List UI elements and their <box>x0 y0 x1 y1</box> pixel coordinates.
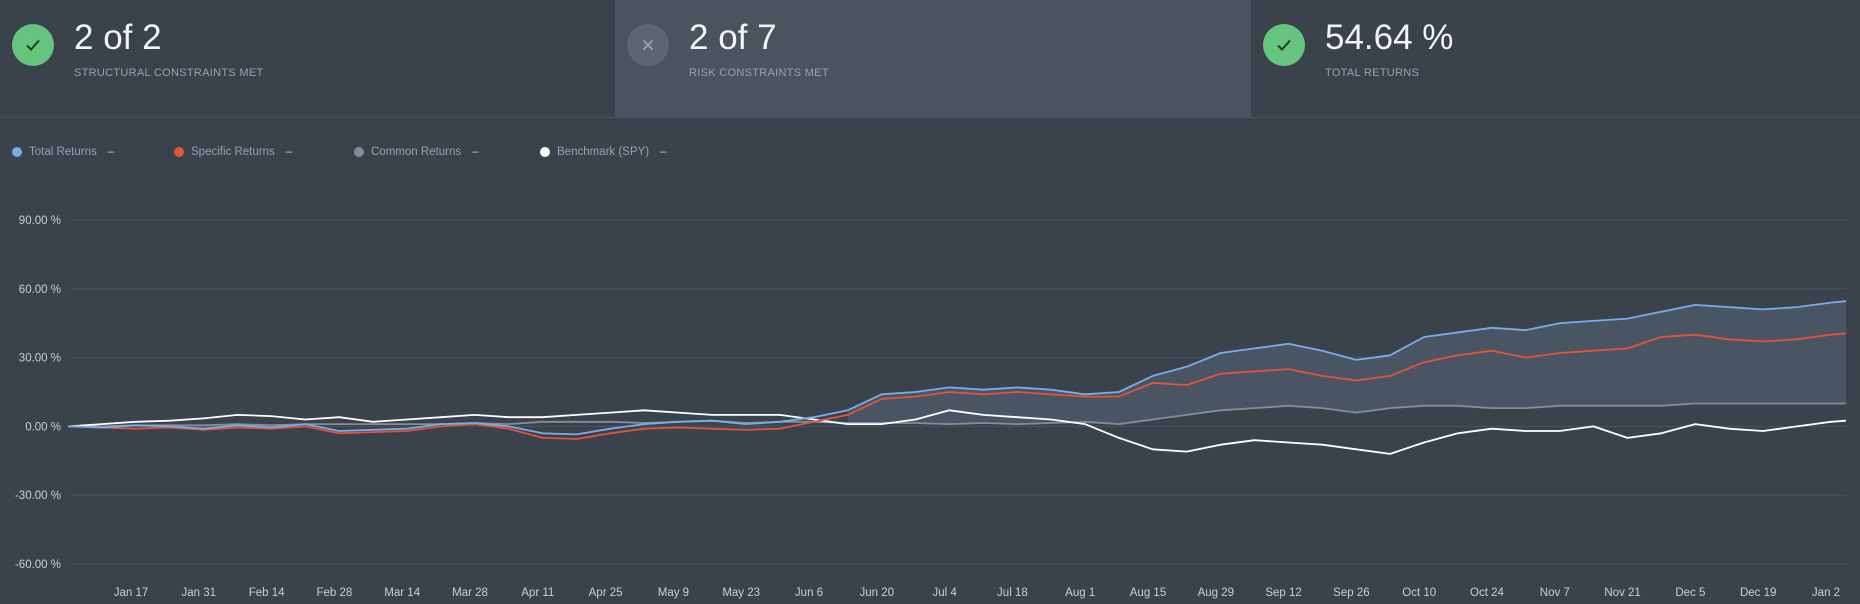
legend-label: Specific Returns <box>191 146 275 158</box>
x-tick-label: Jul 4 <box>932 587 957 599</box>
x-tick-label: Feb 14 <box>249 587 285 599</box>
x-tick-label: Aug 1 <box>1065 587 1095 599</box>
x-tick-label: Oct 10 <box>1402 587 1436 599</box>
stat-structural-constraints[interactable]: 2 of 2 STRUCTURAL CONSTRAINTS MET <box>0 0 615 117</box>
stat-total-returns[interactable]: 54.64 % TOTAL RETURNS <box>1251 0 1860 117</box>
stat-label: RISK CONSTRAINTS MET <box>689 67 829 79</box>
check-badge <box>1263 24 1305 66</box>
stat-label: STRUCTURAL CONSTRAINTS MET <box>74 67 264 79</box>
legend-dot-icon <box>354 147 364 157</box>
legend-value: – <box>107 146 115 158</box>
y-tick-label: 0.00 % <box>25 421 61 433</box>
x-tick-label: Feb 28 <box>316 587 352 599</box>
legend-item-specific-returns[interactable]: Specific Returns – <box>174 146 292 158</box>
x-tick-label: Mar 14 <box>384 587 420 599</box>
y-tick-label: -30.00 % <box>15 490 61 502</box>
legend-label: Common Returns <box>371 146 462 158</box>
chart-series-lines <box>67 300 1847 455</box>
x-tick-label: Aug 15 <box>1130 587 1166 599</box>
x-tick-label: Jun 6 <box>795 587 823 599</box>
stat-value: 2 of 7 <box>689 18 777 57</box>
x-tick-label: Dec 5 <box>1675 587 1705 599</box>
x-tick-label: Sep 12 <box>1265 587 1301 599</box>
stat-value: 2 of 2 <box>74 18 162 57</box>
x-tick-label: Jan 2 <box>1812 587 1840 599</box>
x-tick-label: Sep 26 <box>1333 587 1369 599</box>
chart-legend: Total Returns – Specific Returns – Commo… <box>0 146 1000 164</box>
y-tick-label: 90.00 % <box>19 215 61 227</box>
x-tick-label: Aug 29 <box>1198 587 1234 599</box>
x-tick-label: Oct 24 <box>1470 587 1504 599</box>
total-returns-line <box>67 300 1847 436</box>
chart-area <box>847 301 1846 425</box>
benchmark-spy-line <box>67 409 1847 455</box>
x-tick-label: Apr 11 <box>521 587 554 599</box>
legend-item-benchmark[interactable]: Benchmark (SPY) – <box>540 146 666 158</box>
x-tick-label: Jan 31 <box>182 587 217 599</box>
total-common-spread-area <box>847 301 1846 425</box>
legend-value: – <box>472 146 479 158</box>
check-icon <box>26 39 40 51</box>
legend-value: – <box>285 146 293 158</box>
legend-value: – <box>660 146 667 158</box>
x-tick-label: Dec 19 <box>1740 587 1776 599</box>
x-tick-label: Jul 18 <box>997 587 1028 599</box>
y-tick-label: -60.00 % <box>15 559 61 571</box>
y-axis-labels: 90.00 % 60.00 % 30.00 % 0.00 % -30.00 % -60.0… <box>15 215 61 571</box>
legend-dot-icon <box>540 147 550 157</box>
check-badge <box>12 24 54 66</box>
y-tick-label: 30.00 % <box>19 353 61 365</box>
x-tick-label: Jun 20 <box>860 587 895 599</box>
stat-risk-constraints[interactable]: 2 of 7 RISK CONSTRAINTS MET <box>615 0 1251 117</box>
specific-returns-line <box>67 332 1847 440</box>
legend-item-common-returns[interactable]: Common Returns – <box>354 146 479 158</box>
stat-label: TOTAL RETURNS <box>1325 67 1420 79</box>
chart-grid <box>70 219 1846 565</box>
x-tick-label: Mar 28 <box>452 587 488 599</box>
x-icon <box>642 39 654 51</box>
y-tick-label: 60.00 % <box>19 284 61 296</box>
stats-bar: 2 of 2 STRUCTURAL CONSTRAINTS MET 2 of 7… <box>0 0 1860 118</box>
x-badge <box>627 24 669 66</box>
legend-item-total-returns[interactable]: Total Returns – <box>12 146 114 158</box>
returns-line-chart: 90.00 % 60.00 % 30.00 % 0.00 % -30.00 % -60.0… <box>15 215 1847 599</box>
x-tick-label: Jan 17 <box>114 587 149 599</box>
legend-dot-icon <box>174 147 184 157</box>
check-icon <box>1277 39 1291 51</box>
x-tick-label: Nov 21 <box>1604 587 1640 599</box>
legend-label: Total Returns <box>29 146 97 158</box>
legend-dot-icon <box>12 147 22 157</box>
legend-label: Benchmark (SPY) <box>557 146 650 158</box>
x-tick-label: May 9 <box>658 587 689 599</box>
x-tick-label: Nov 7 <box>1540 587 1570 599</box>
common-returns-line <box>68 402 1846 428</box>
x-tick-label: Apr 25 <box>589 587 623 599</box>
stat-value: 54.64 % <box>1325 18 1454 57</box>
x-tick-label: May 23 <box>722 587 760 599</box>
x-axis-labels: Jan 17 Jan 31 Feb 14 Feb 28 Mar 14 Mar 28 Apr … <box>114 587 1840 599</box>
